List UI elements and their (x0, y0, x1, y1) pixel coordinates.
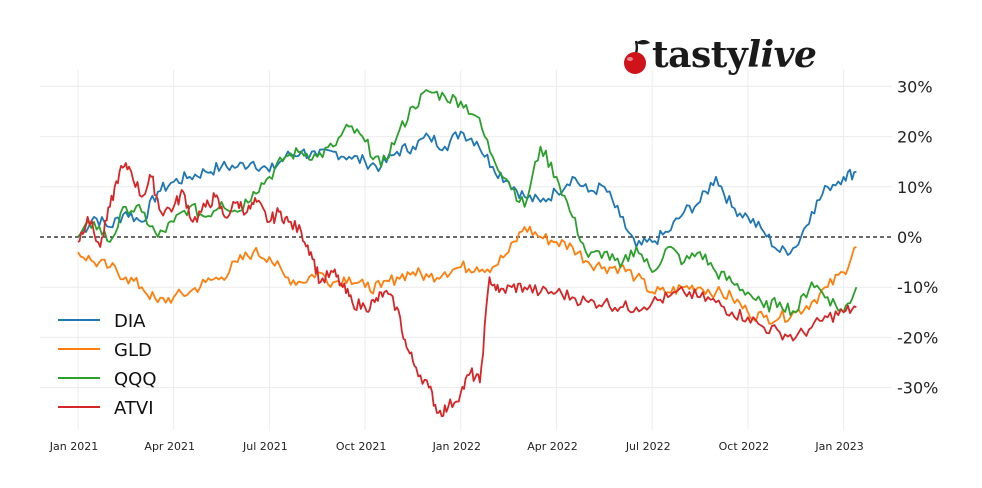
x-tick-label: Jul 2022 (625, 440, 671, 453)
y-axis-ticks: 30% 20% 10% 0% -10% -20% -30% (897, 77, 938, 397)
y-tick-label: 10% (897, 178, 933, 197)
legend: DIA GLD QQQ ATVI (58, 311, 157, 419)
x-tick-label: Apr 2021 (144, 440, 195, 453)
legend-label-atvi: ATVI (114, 398, 154, 419)
x-tick-label: Oct 2022 (719, 440, 770, 453)
series-line-atvi (77, 162, 857, 418)
legend-label-gld: GLD (114, 340, 152, 361)
series-line-gld (77, 225, 857, 325)
legend-label-qqq: QQQ (114, 369, 157, 390)
legend-label-dia: DIA (114, 311, 146, 332)
x-tick-label: Jan 2023 (814, 440, 863, 453)
y-tick-label: 20% (897, 128, 933, 147)
y-tick-label: -30% (897, 379, 938, 398)
grid (40, 70, 892, 430)
x-axis-ticks: Jan 2021 Apr 2021 Jul 2021 Oct 2021 Jan 2022… (49, 440, 864, 453)
series-line-qqq (77, 89, 858, 317)
brand-name-main: tasty (652, 34, 748, 76)
x-tick-label: Oct 2021 (336, 440, 387, 453)
x-tick-label: Jul 2021 (242, 440, 288, 453)
brand-logo: tastylive (620, 30, 817, 80)
y-tick-label: 0% (897, 228, 922, 247)
y-tick-label: -10% (897, 278, 938, 297)
cherry-icon (624, 39, 650, 74)
series-lines (77, 89, 858, 418)
y-tick-label: 30% (897, 77, 933, 96)
series-line-dia (77, 130, 857, 256)
brand-name-accent: live (747, 34, 817, 76)
y-tick-label: -20% (897, 328, 938, 347)
x-tick-label: Jan 2022 (432, 440, 481, 453)
x-tick-label: Apr 2022 (527, 440, 578, 453)
x-tick-label: Jan 2021 (49, 440, 98, 453)
brand-name: tastylive (652, 34, 817, 76)
